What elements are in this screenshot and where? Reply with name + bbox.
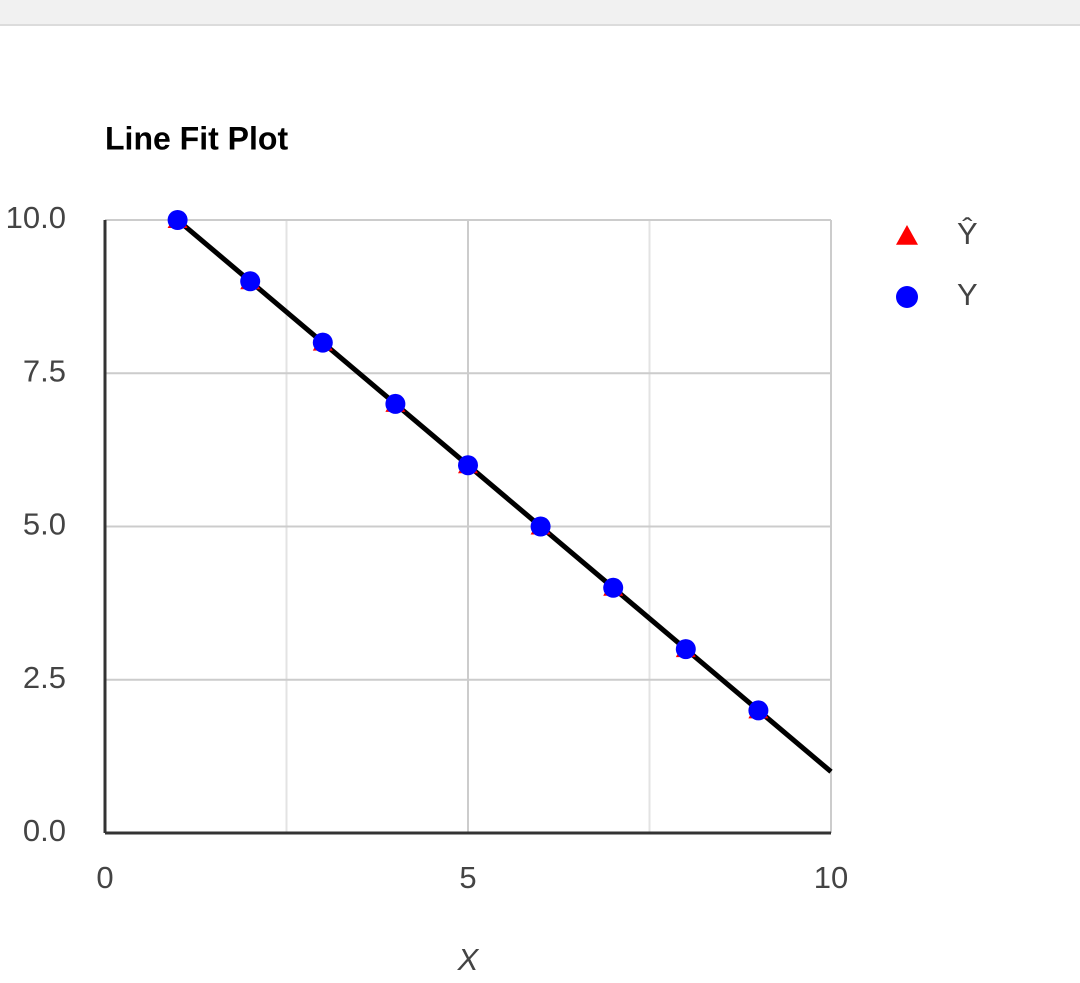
point: [385, 393, 406, 414]
x-tick-label: 10: [814, 860, 848, 895]
legend-marker: [896, 286, 918, 308]
trendline: [175, 218, 833, 774]
point: [240, 271, 261, 292]
y-tick-label: 10.0: [6, 200, 66, 235]
point: [675, 639, 696, 660]
y-tick-label: 0.0: [23, 813, 66, 848]
point: [167, 210, 188, 230]
legend-label: Y: [957, 277, 978, 312]
legend-marker: [896, 225, 918, 245]
chart-title: Line Fit Plot: [105, 120, 288, 156]
point: [312, 332, 333, 353]
x-tick-label: 0: [96, 860, 113, 895]
point: [458, 455, 478, 476]
point: [530, 516, 551, 537]
x-axis-label: X: [457, 942, 480, 977]
y-tick-label: 5.0: [23, 507, 66, 542]
y-tick-label: 2.5: [23, 660, 66, 695]
x-tick-label: 5: [459, 860, 476, 895]
point: [603, 577, 624, 598]
legend-label: Ŷ: [957, 216, 978, 251]
point: [748, 700, 769, 721]
y-tick-label: 7.5: [23, 353, 66, 388]
top-bar: [0, 0, 1080, 26]
